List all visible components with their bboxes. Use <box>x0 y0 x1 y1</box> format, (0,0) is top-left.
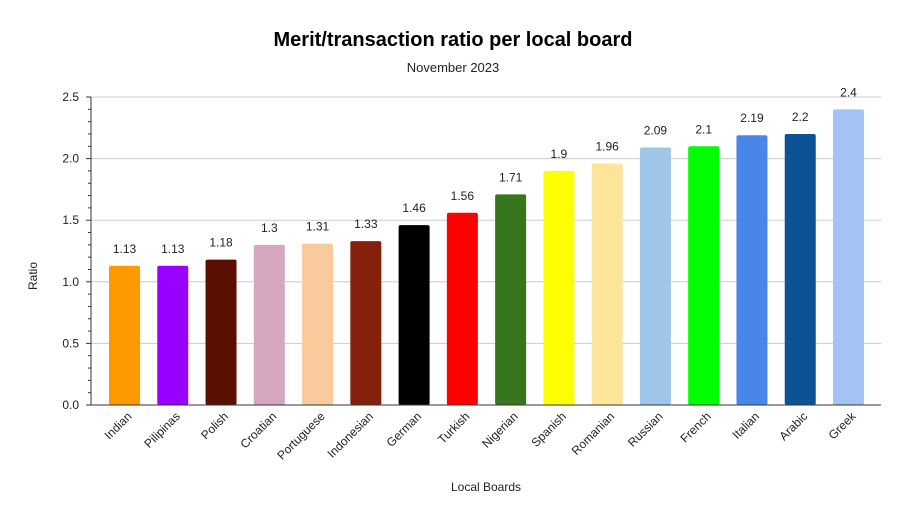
value-labels: 1.13 1.13 1.18 1.3 1.31 1.33 1.46 1.56 1.71 1.9 1.… <box>113 85 857 255</box>
bar <box>302 243 334 405</box>
value-label: 1.13 <box>161 242 185 256</box>
value-label: 1.13 <box>113 242 137 256</box>
value-label: 1.56 <box>451 189 475 203</box>
x-tick-label: French <box>678 409 714 445</box>
value-label: 2.09 <box>644 124 668 138</box>
value-label: 2.2 <box>792 110 809 124</box>
bar <box>736 135 768 405</box>
x-tick-label: Spanish <box>528 409 569 450</box>
y-tick-label: 1.0 <box>62 275 79 289</box>
value-label: 1.71 <box>499 170 523 184</box>
value-label: 1.46 <box>402 201 426 215</box>
y-tick-label: 0.5 <box>62 336 79 350</box>
bar <box>253 244 285 405</box>
bar <box>109 265 140 405</box>
y-tick-label: 2.0 <box>62 152 79 166</box>
value-label: 1.18 <box>209 236 233 250</box>
value-label: 1.96 <box>595 140 619 154</box>
bar <box>398 225 430 405</box>
bar <box>495 194 527 405</box>
x-tick-label: German <box>384 409 425 450</box>
x-tick-label: Turkish <box>435 409 472 446</box>
x-tick-labels: Indian Pilipinas Polish CroatianPortugueseI… <box>102 409 860 463</box>
x-tick-label: Indonesian <box>325 409 376 460</box>
bars <box>109 109 864 405</box>
bar <box>639 147 671 405</box>
chart-title: Merit/transaction ratio per local board <box>274 29 633 51</box>
x-tick-label: Nigerian <box>479 409 521 451</box>
x-tick-label: Greek <box>826 409 860 443</box>
value-label: 2.1 <box>695 122 712 136</box>
value-label: 1.9 <box>551 147 568 161</box>
x-tick-label: Arabic <box>776 409 810 443</box>
y-tick-labels: 0.0 0.5 1.0 1.5 2.0 2.5 <box>62 90 79 412</box>
x-tick-label: Polish <box>198 409 231 442</box>
x-tick-label: Portuguese <box>274 409 328 463</box>
value-label: 2.19 <box>740 111 764 125</box>
value-label: 1.33 <box>354 217 378 231</box>
value-label: 1.31 <box>306 220 330 234</box>
value-label: 1.3 <box>261 221 278 235</box>
bar <box>350 241 382 405</box>
x-tick-label: Pilipinas <box>141 409 183 451</box>
x-axis-label: Local Boards <box>451 480 521 494</box>
bar <box>784 133 816 405</box>
x-tick-label: Italian <box>730 409 763 442</box>
y-tick-label: 2.5 <box>62 90 79 104</box>
bar <box>157 265 189 405</box>
y-axis-label: Ratio <box>26 262 40 290</box>
bar <box>205 259 237 405</box>
bar <box>833 109 864 405</box>
x-tick-label: Croatian <box>237 409 279 451</box>
y-tick-label: 1.5 <box>62 213 79 227</box>
axes <box>86 96 881 406</box>
bar <box>591 163 623 405</box>
x-tick-label: Romanian <box>569 409 618 458</box>
y-tick-label: 0.0 <box>62 398 79 412</box>
value-label: 2.4 <box>840 85 857 99</box>
bar <box>446 212 478 405</box>
bar <box>688 146 720 405</box>
bar <box>543 170 575 405</box>
chart-subtitle: November 2023 <box>407 60 500 75</box>
x-tick-label: Indian <box>102 409 135 442</box>
x-tick-label: Russian <box>625 409 666 450</box>
